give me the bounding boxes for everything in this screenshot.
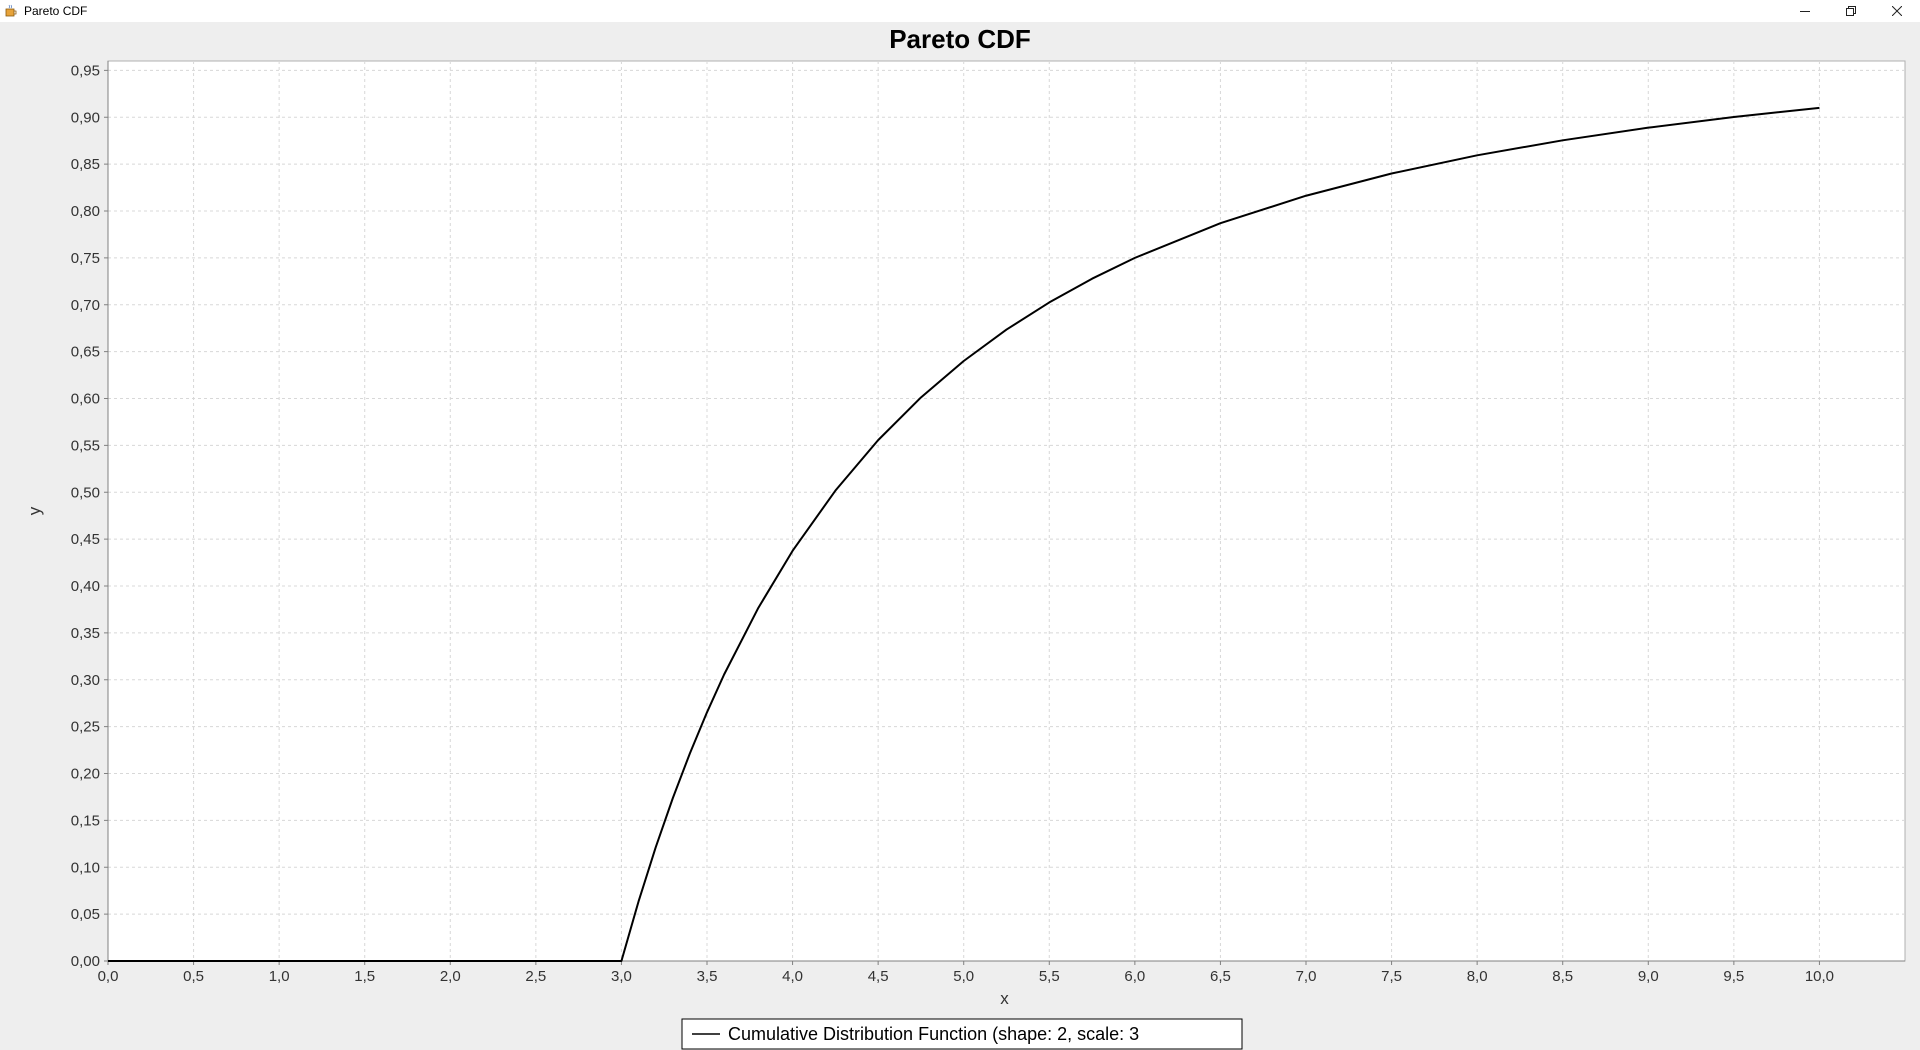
- x-axis-label: x: [1000, 989, 1009, 1008]
- window-controls: [1782, 0, 1920, 22]
- chart-title: Pareto CDF: [889, 24, 1031, 54]
- y-tick-label: 0,90: [71, 109, 100, 126]
- y-tick-label: 0,65: [71, 344, 100, 361]
- y-tick-label: 0,10: [71, 859, 100, 876]
- y-tick-label: 0,80: [71, 203, 100, 220]
- x-tick-label: 6,0: [1124, 968, 1145, 985]
- y-tick-label: 0,55: [71, 437, 100, 454]
- x-tick-label: 6,5: [1210, 968, 1231, 985]
- x-tick-label: 5,5: [1039, 968, 1060, 985]
- title-bar[interactable]: Pareto CDF: [0, 0, 1920, 22]
- x-tick-label: 9,0: [1638, 968, 1659, 985]
- x-tick-label: 9,5: [1723, 968, 1744, 985]
- x-tick-label: 7,5: [1381, 968, 1402, 985]
- y-tick-label: 0,45: [71, 531, 100, 548]
- x-tick-label: 5,0: [953, 968, 974, 985]
- x-tick-label: 1,0: [269, 968, 290, 985]
- close-button[interactable]: [1874, 0, 1920, 22]
- legend-box: [681, 1018, 1243, 1050]
- x-tick-label: 0,0: [98, 968, 119, 985]
- x-tick-label: 7,0: [1296, 968, 1317, 985]
- y-tick-label: 0,50: [71, 484, 100, 501]
- y-tick-label: 0,75: [71, 250, 100, 267]
- y-tick-label: 0,60: [71, 391, 100, 408]
- x-tick-label: 1,5: [354, 968, 375, 985]
- minimize-icon: [1800, 6, 1810, 16]
- java-cup-icon: [4, 4, 18, 18]
- y-tick-label: 0,85: [71, 156, 100, 173]
- close-icon: [1892, 6, 1902, 16]
- x-tick-label: 2,5: [525, 968, 546, 985]
- x-tick-label: 3,0: [611, 968, 632, 985]
- window-title: Pareto CDF: [24, 4, 88, 18]
- legend-label: Cumulative Distribution Function (shape:…: [728, 1024, 1139, 1044]
- pareto-cdf-chart: Pareto CDF 0,0 0,5 1,0 1,5 2,0 2,5 3,0 3,5 4,0 4,5…: [25, 24, 1906, 1050]
- plot-background: [107, 60, 1906, 962]
- y-axis-label: y: [25, 506, 44, 515]
- y-tick-label: 0,40: [71, 578, 100, 595]
- x-tick-label: 4,0: [782, 968, 803, 985]
- x-tick-label: 0,5: [183, 968, 204, 985]
- restore-icon: [1846, 6, 1856, 16]
- x-tick-label: 4,5: [868, 968, 889, 985]
- chart-area: Pareto CDF 0,0 0,5 1,0 1,5 2,0 2,5 3,0 3,5 4,0 4,5…: [0, 22, 1920, 1050]
- restore-button[interactable]: [1828, 0, 1874, 22]
- x-tick-label: 3,5: [697, 968, 718, 985]
- y-tick-label: 0,00: [71, 953, 100, 970]
- y-tick-label: 0,25: [71, 719, 100, 736]
- y-tick-label: 0,15: [71, 812, 100, 829]
- x-tick-label: 8,5: [1552, 968, 1573, 985]
- y-tick-label: 0,05: [71, 906, 100, 923]
- y-tick-label: 0,95: [71, 62, 100, 79]
- y-tick-label: 0,70: [71, 297, 100, 314]
- y-tick-label: 0,35: [71, 625, 100, 642]
- series-line-cdf: [108, 106, 1820, 962]
- minimize-button[interactable]: [1782, 0, 1828, 22]
- y-tick-label: 0,30: [71, 672, 100, 689]
- x-tick-label: 2,0: [440, 968, 461, 985]
- x-tick-label: 8,0: [1467, 968, 1488, 985]
- y-tick-label: 0,20: [71, 766, 100, 783]
- x-tick-label: 10,0: [1805, 968, 1834, 985]
